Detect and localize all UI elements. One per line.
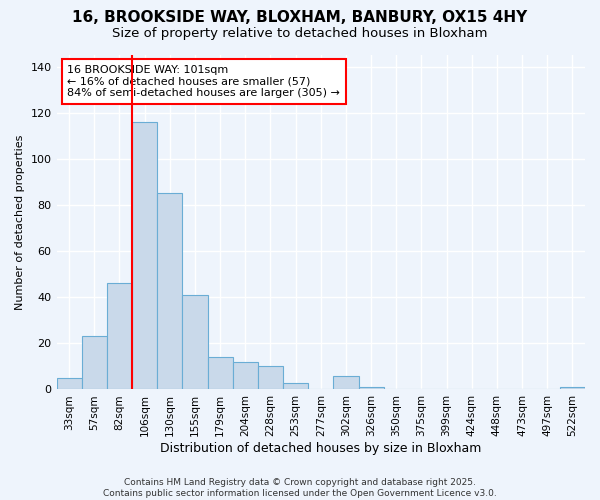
Y-axis label: Number of detached properties: Number of detached properties: [15, 134, 25, 310]
Bar: [283, 382, 308, 390]
Text: Contains HM Land Registry data © Crown copyright and database right 2025.
Contai: Contains HM Land Registry data © Crown c…: [103, 478, 497, 498]
Text: 16 BROOKSIDE WAY: 101sqm
← 16% of detached houses are smaller (57)
84% of semi-d: 16 BROOKSIDE WAY: 101sqm ← 16% of detach…: [67, 65, 340, 98]
Text: Size of property relative to detached houses in Bloxham: Size of property relative to detached ho…: [112, 28, 488, 40]
Bar: [258, 366, 283, 390]
Bar: [157, 194, 182, 390]
Text: 16, BROOKSIDE WAY, BLOXHAM, BANBURY, OX15 4HY: 16, BROOKSIDE WAY, BLOXHAM, BANBURY, OX1…: [73, 10, 527, 25]
Bar: [359, 387, 383, 390]
Bar: [132, 122, 157, 390]
Bar: [82, 336, 107, 390]
Bar: [560, 387, 585, 390]
Bar: [334, 376, 359, 390]
Bar: [182, 295, 208, 390]
Bar: [107, 284, 132, 390]
Bar: [233, 362, 258, 390]
Bar: [56, 378, 82, 390]
X-axis label: Distribution of detached houses by size in Bloxham: Distribution of detached houses by size …: [160, 442, 481, 455]
Bar: [208, 357, 233, 390]
